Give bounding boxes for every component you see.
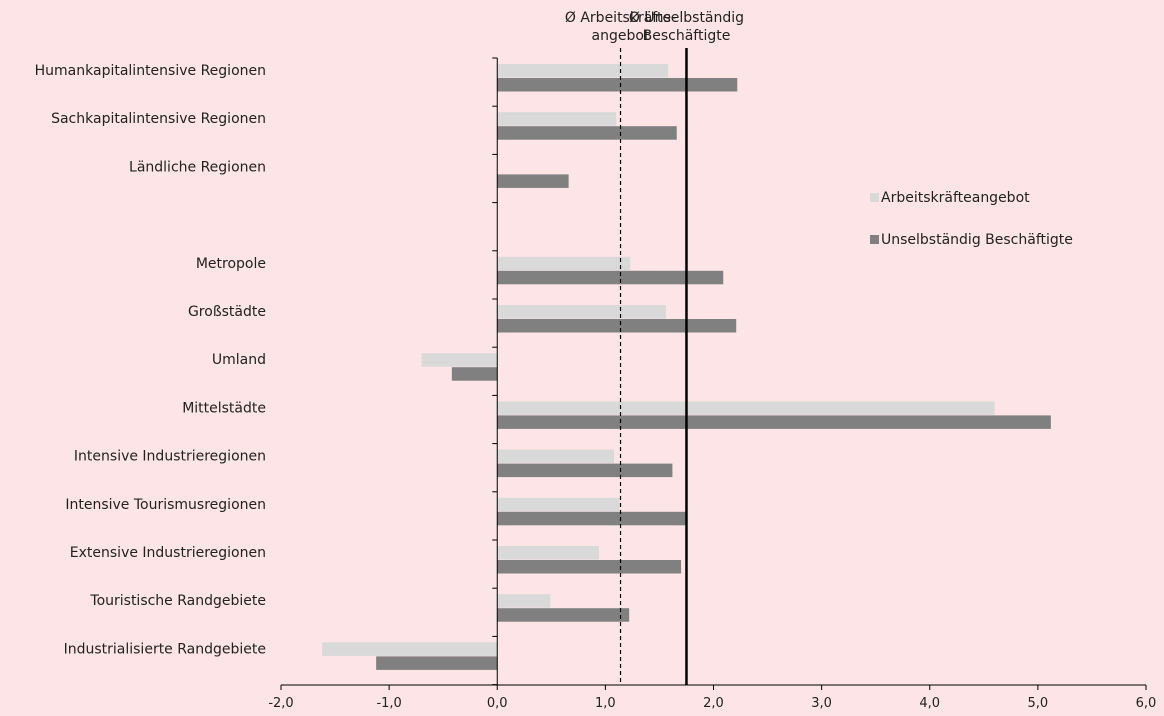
category-label: Intensive Industrieregionen	[74, 449, 266, 465]
bar-arbeitskraefteangebot-12	[322, 642, 498, 656]
bar-unselbstaendig-2	[497, 174, 569, 188]
category-label: Extensive Industrieregionen	[70, 545, 266, 561]
bar-arbeitskraefteangebot-5	[497, 305, 666, 319]
bar-unselbstaendig-0	[497, 78, 738, 92]
category-label: Ländliche Regionen	[129, 159, 266, 175]
x-tick-label: -1,0	[376, 696, 401, 711]
x-tick-label: 1,0	[595, 696, 616, 711]
bar-arbeitskraefteangebot-1	[497, 112, 617, 126]
bar-unselbstaendig-10	[497, 560, 682, 574]
bar-arbeitskraefteangebot-7	[497, 401, 995, 415]
bar-arbeitskraefteangebot-11	[497, 594, 551, 608]
x-tick-label: 6,0	[1136, 696, 1157, 711]
x-tick-label: 4,0	[919, 696, 940, 711]
bar-arbeitskraefteangebot-9	[497, 497, 620, 512]
x-tick-label: -2,0	[268, 696, 293, 711]
bar-unselbstaendig-9	[497, 511, 687, 526]
bar-unselbstaendig-12	[376, 656, 498, 670]
x-tick-label: 3,0	[811, 696, 832, 711]
bar-arbeitskraefteangebot-6	[421, 353, 498, 367]
bar-unselbstaendig-7	[497, 415, 1051, 429]
category-label: Metropole	[196, 256, 266, 272]
legend-swatch	[870, 193, 879, 202]
bar-arbeitskraefteangebot-10	[497, 546, 599, 560]
bar-unselbstaendig-8	[497, 463, 673, 478]
category-label: Touristische Randgebiete	[89, 593, 266, 609]
bar-unselbstaendig-6	[451, 367, 498, 381]
category-label: Industrialisierte Randgebiete	[64, 641, 266, 657]
reference-line-label: Ø Arbeitskräfte-	[565, 10, 676, 26]
category-label: Umland	[212, 352, 266, 368]
category-label: Sachkapitalintensive Regionen	[51, 111, 266, 127]
category-label: Mittelstädte	[182, 400, 266, 416]
x-tick-label: 2,0	[703, 696, 724, 711]
category-label: Großstädte	[188, 304, 266, 320]
bar-unselbstaendig-1	[497, 126, 677, 140]
category-label: Humankapitalintensive Regionen	[35, 63, 266, 79]
x-tick-label: 0,0	[487, 696, 508, 711]
bar-arbeitskraefteangebot-4	[497, 256, 631, 271]
x-tick-label: 5,0	[1028, 696, 1049, 711]
category-label: Intensive Tourismusregionen	[65, 497, 266, 513]
reference-line-label: Ø Unselbständig	[629, 10, 744, 26]
reference-line-label: angebot	[592, 28, 650, 44]
bar-arbeitskraefteangebot-8	[497, 449, 615, 464]
bar-arbeitskraefteangebot-0	[497, 64, 669, 78]
legend-label: Arbeitskräfteangebot	[881, 190, 1030, 206]
bar-unselbstaendig-11	[497, 608, 630, 622]
bar-unselbstaendig-5	[497, 319, 737, 333]
legend-label: Unselbständig Beschäftigte	[881, 232, 1073, 248]
reference-line-label: Beschäftigte	[643, 28, 731, 44]
bar-unselbstaendig-4	[497, 270, 724, 285]
legend-swatch	[870, 235, 879, 244]
